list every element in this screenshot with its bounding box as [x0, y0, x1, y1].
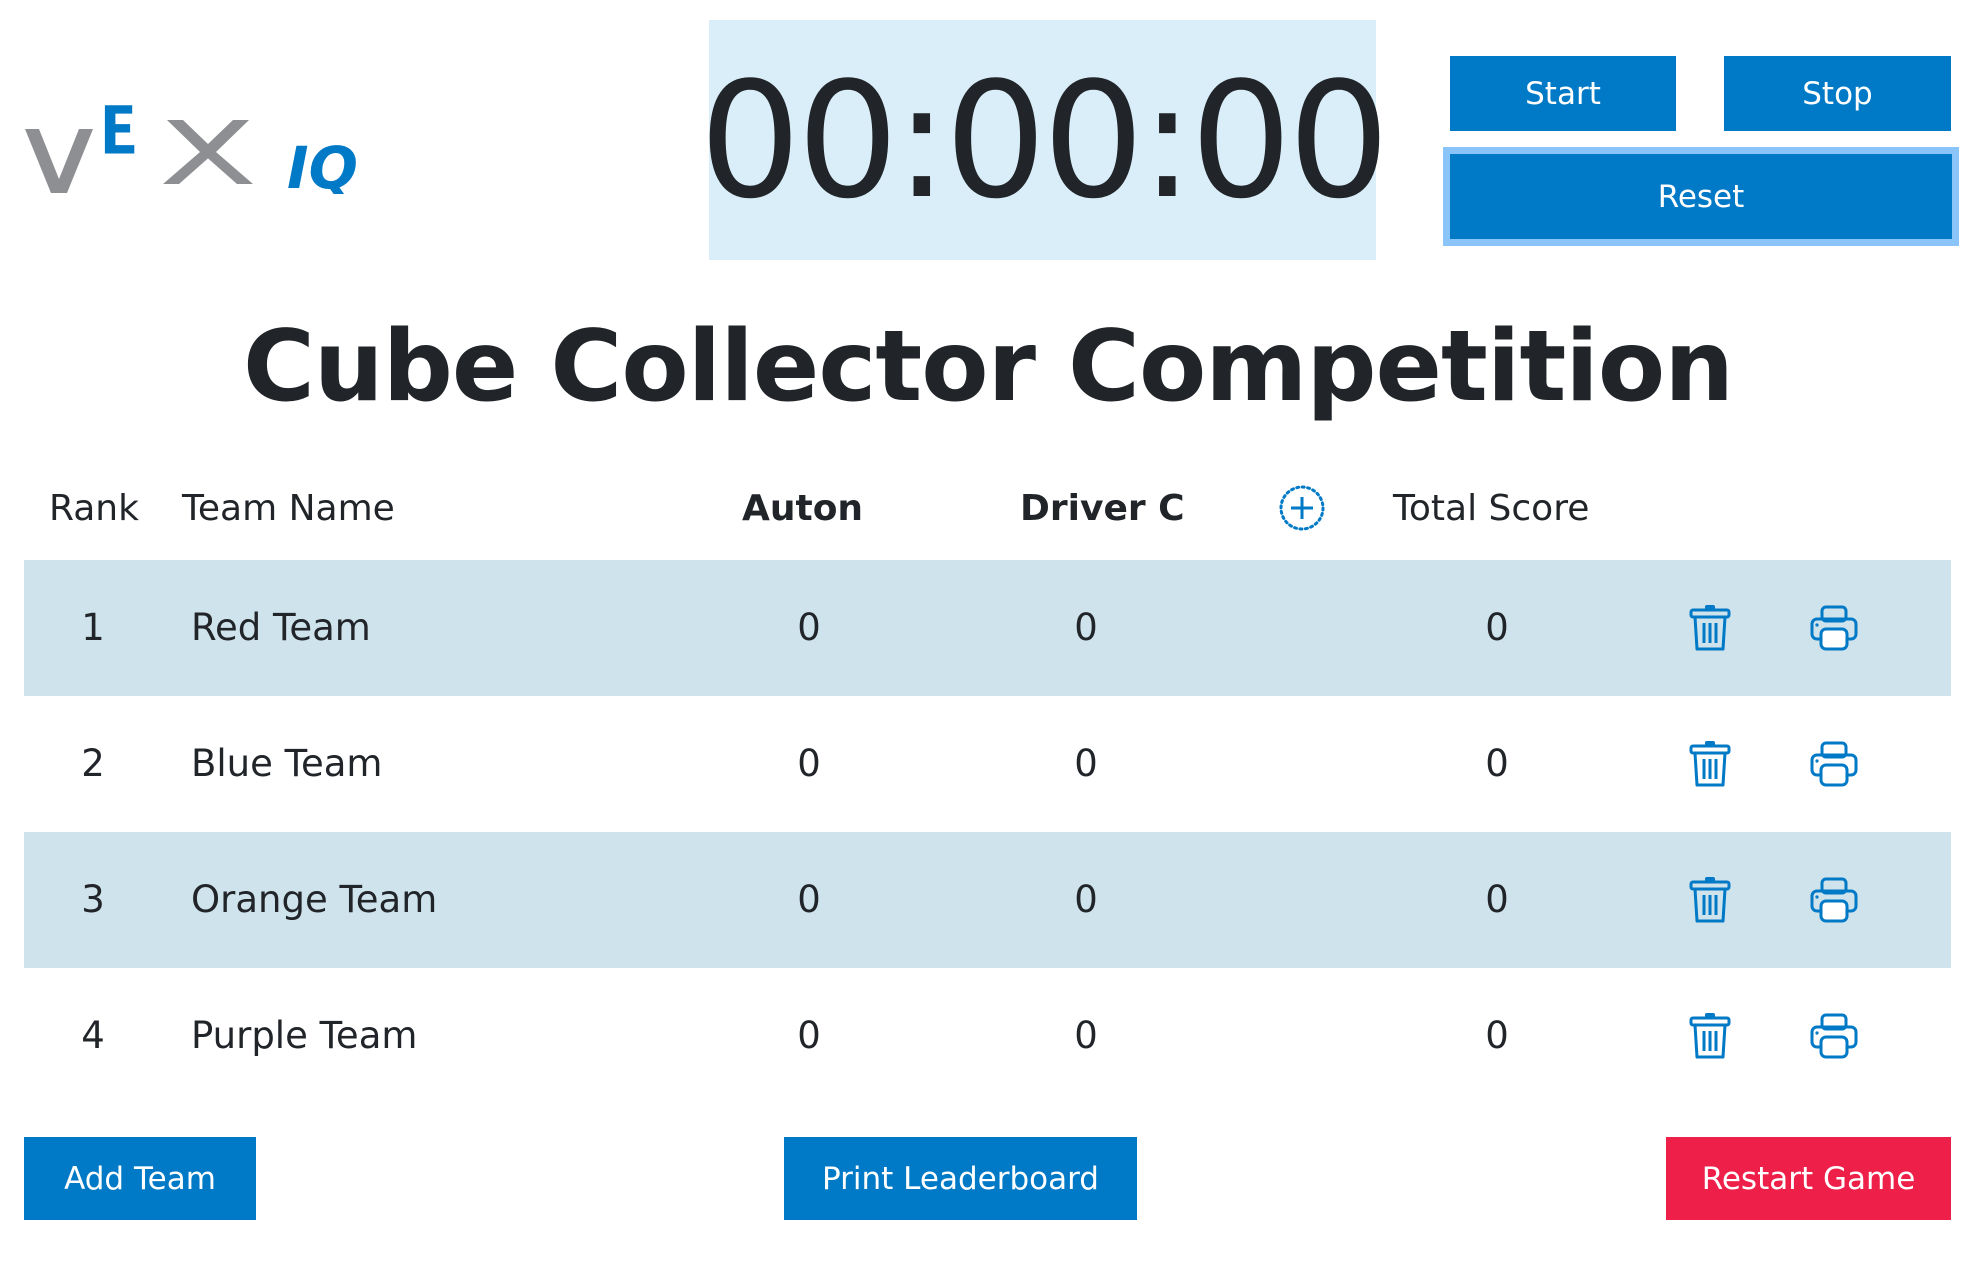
- driver-score-cell[interactable]: 0: [1074, 742, 1098, 785]
- header-auton[interactable]: Auton: [742, 488, 864, 529]
- team-name-cell[interactable]: Orange Team: [191, 878, 438, 921]
- trash-icon[interactable]: [1684, 602, 1736, 654]
- restart-game-button[interactable]: Restart Game: [1666, 1137, 1951, 1220]
- team-name-cell[interactable]: Purple Team: [191, 1014, 418, 1057]
- auton-score-cell[interactable]: 0: [797, 1014, 821, 1057]
- trash-icon[interactable]: [1684, 874, 1736, 926]
- header-rank: Rank: [49, 488, 139, 529]
- team-name-cell[interactable]: Red Team: [191, 606, 371, 649]
- print-leaderboard-button[interactable]: Print Leaderboard: [784, 1137, 1137, 1220]
- vex-iq-logo: IQ: [25, 105, 358, 194]
- table-row: 2 Blue Team 0 0 0: [24, 696, 1951, 832]
- auton-score-cell[interactable]: 0: [797, 742, 821, 785]
- total-score-cell: 0: [1485, 878, 1509, 921]
- stop-button[interactable]: Stop: [1724, 56, 1951, 131]
- auton-score-cell[interactable]: 0: [797, 606, 821, 649]
- rank-cell: 3: [81, 878, 105, 921]
- match-timer: 00:00:00: [699, 20, 1390, 260]
- rank-cell: 1: [81, 606, 105, 649]
- printer-icon[interactable]: [1808, 738, 1860, 790]
- trash-icon[interactable]: [1684, 738, 1736, 790]
- total-score-cell: 0: [1485, 606, 1509, 649]
- header-driver[interactable]: Driver C: [1020, 488, 1185, 529]
- printer-icon[interactable]: [1808, 874, 1860, 926]
- header-total-score: Total Score: [1393, 488, 1590, 529]
- printer-icon[interactable]: [1808, 1010, 1860, 1062]
- total-score-cell: 0: [1485, 1014, 1509, 1057]
- table-row: 1 Red Team 0 0 0: [24, 560, 1951, 696]
- total-score-cell: 0: [1485, 742, 1509, 785]
- add-team-button[interactable]: Add Team: [24, 1137, 256, 1220]
- svg-text:IQ: IQ: [287, 134, 358, 194]
- header-team-name: Team Name: [182, 488, 395, 529]
- driver-score-cell[interactable]: 0: [1074, 1014, 1098, 1057]
- table-row: 3 Orange Team 0 0 0: [24, 832, 1951, 968]
- printer-icon[interactable]: [1808, 602, 1860, 654]
- driver-score-cell[interactable]: 0: [1074, 878, 1098, 921]
- driver-score-cell[interactable]: 0: [1074, 606, 1098, 649]
- rank-cell: 4: [81, 1014, 105, 1057]
- page-title: Cube Collector Competition: [243, 310, 1734, 424]
- start-button[interactable]: Start: [1450, 56, 1676, 131]
- auton-score-cell[interactable]: 0: [797, 878, 821, 921]
- team-name-cell[interactable]: Blue Team: [191, 742, 383, 785]
- reset-button[interactable]: Reset: [1443, 147, 1959, 246]
- rank-cell: 2: [81, 742, 105, 785]
- trash-icon[interactable]: [1684, 1010, 1736, 1062]
- table-row: 4 Purple Team 0 0 0: [24, 968, 1951, 1104]
- add-column-plus-icon[interactable]: [1278, 484, 1326, 532]
